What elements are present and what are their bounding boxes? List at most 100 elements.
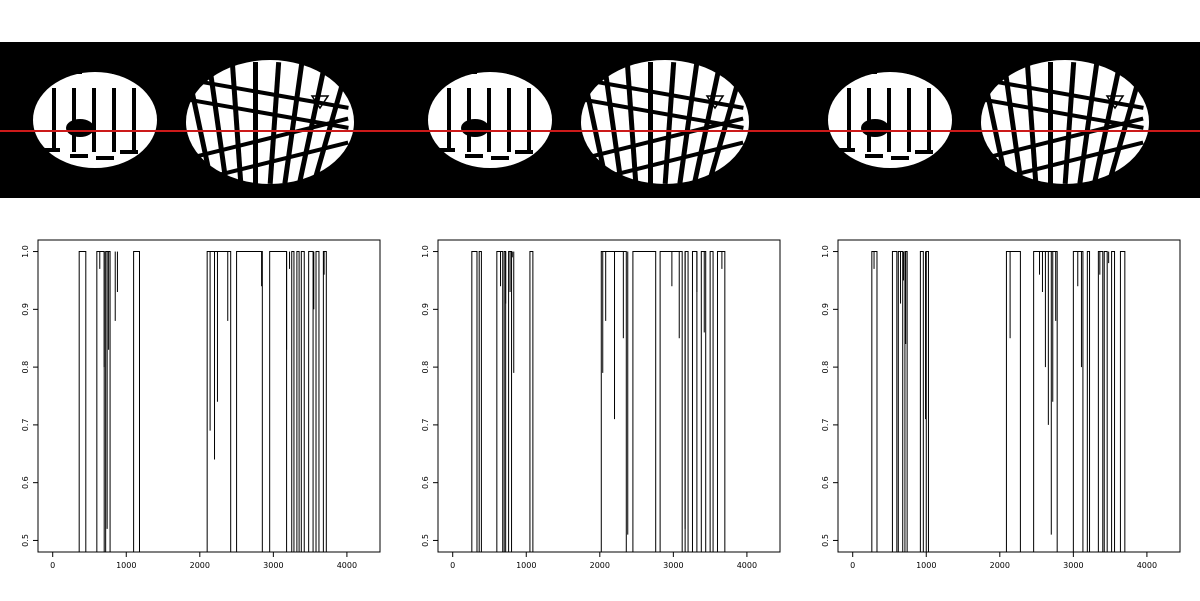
forefoot-groove — [587, 140, 744, 184]
heel-groove — [96, 156, 114, 160]
heel-groove — [70, 154, 88, 158]
heel-groove — [507, 88, 511, 152]
plot-frame — [437, 239, 781, 553]
y-tick-label: 0.5 — [421, 534, 430, 547]
footprint-scan-band — [0, 42, 1200, 198]
forefoot-groove — [282, 62, 305, 184]
shoe-print-1 — [33, 60, 354, 185]
heel-groove — [527, 88, 531, 152]
forefoot-groove — [987, 140, 1144, 184]
heel-groove — [112, 88, 116, 152]
shoe-print-2 — [428, 60, 749, 185]
heel-groove — [457, 70, 477, 74]
x-tick-label: 3000 — [263, 561, 283, 570]
heel-groove — [515, 150, 533, 154]
forefoot-groove — [624, 61, 639, 184]
y-tick-label: 0.5 — [821, 534, 830, 547]
forefoot-groove — [987, 116, 1144, 160]
forefoot-groove — [585, 98, 744, 130]
forefoot-groove — [1077, 62, 1100, 184]
forefoot-groove — [192, 140, 349, 184]
x-tick-label: 0 — [50, 561, 55, 570]
heel-groove — [857, 70, 877, 74]
y-tick-label: 0.7 — [21, 419, 30, 432]
forefoot-groove — [1048, 62, 1053, 184]
y-tick-label: 0.8 — [421, 361, 430, 374]
shoe-print-3 — [828, 60, 1149, 185]
forefoot-groove — [206, 62, 229, 184]
x-tick-label: 4000 — [337, 561, 357, 570]
x-tick-label: 0 — [850, 561, 855, 570]
x-tick-label: 3000 — [663, 561, 683, 570]
x-tick-label: 1000 — [916, 561, 936, 570]
plot-frame — [37, 239, 381, 553]
x-tick-label: 1000 — [116, 561, 136, 570]
heel-print — [428, 68, 552, 168]
y-tick-label: 0.9 — [21, 303, 30, 316]
heel-groove — [40, 76, 58, 80]
forefoot-groove — [1001, 62, 1024, 184]
heel-groove — [927, 88, 931, 152]
heel-wear-mark — [461, 119, 489, 137]
heel-groove — [435, 76, 453, 80]
heel-groove — [865, 154, 883, 158]
heel-print — [33, 68, 157, 168]
forefoot-groove — [192, 116, 349, 160]
heel-groove — [891, 156, 909, 160]
heel-groove — [531, 78, 549, 82]
y-tick-label: 0.9 — [421, 303, 430, 316]
panel-middle: 0 1000 2000 3000 4000 0.5 0.6 0.7 0.8 0.9 1.0 — [421, 239, 781, 570]
heel-groove — [931, 78, 949, 82]
forefoot-groove — [985, 98, 1144, 130]
heel-wear-mark — [861, 119, 889, 137]
heel-groove — [835, 76, 853, 80]
forefoot-print — [578, 60, 749, 185]
plot-frame — [837, 239, 1181, 553]
x-tick-label: 2000 — [590, 561, 610, 570]
heel-groove — [887, 88, 891, 152]
heel-groove — [132, 88, 136, 152]
y-tick-label: 0.7 — [821, 419, 830, 432]
y-tick-label: 1.0 — [21, 245, 30, 258]
forefoot-groove — [985, 78, 1144, 110]
heel-groove — [120, 150, 138, 154]
y-tick-label: 0.6 — [21, 476, 30, 489]
heel-groove — [92, 88, 96, 152]
y-tick-label: 0.8 — [21, 361, 30, 374]
forefoot-groove — [190, 78, 349, 110]
x-tick-label: 1000 — [516, 561, 536, 570]
heel-groove — [112, 70, 134, 74]
x-tick-label: 2000 — [190, 561, 210, 570]
heel-groove — [62, 70, 82, 74]
forefoot-groove — [267, 62, 282, 185]
heel-print — [828, 68, 952, 168]
y-tick-label: 1.0 — [421, 245, 430, 258]
panel-right: 0 1000 2000 3000 4000 0.5 0.6 0.7 0.8 0.9 1.0 — [821, 239, 1181, 570]
heel-groove — [52, 88, 56, 152]
x-tick-label: 4000 — [737, 561, 757, 570]
signal-line — [852, 251, 1180, 553]
y-tick-label: 0.6 — [421, 476, 430, 489]
forefoot-groove — [587, 116, 744, 160]
forefoot-print — [978, 60, 1149, 185]
y-tick-label: 1.0 — [821, 245, 830, 258]
triangle-logo — [1105, 95, 1125, 110]
forefoot-groove — [662, 62, 677, 185]
heel-groove — [491, 156, 509, 160]
y-tick-label: 0.6 — [821, 476, 830, 489]
x-tick-label: 2000 — [990, 561, 1010, 570]
forefoot-groove — [677, 62, 700, 184]
forefoot-groove — [1062, 62, 1077, 185]
heel-wear-mark — [66, 119, 94, 137]
x-tick-label: 0 — [450, 561, 455, 570]
y-tick-label: 0.5 — [21, 534, 30, 547]
panel-left: 0 1000 2000 3000 4000 0.5 0.6 0.7 0.8 0.9 1.0 — [21, 239, 381, 570]
forefoot-groove — [229, 61, 244, 184]
y-tick-label: 0.8 — [821, 361, 830, 374]
x-tick-label: 4000 — [1137, 561, 1157, 570]
triangle-logo — [310, 95, 330, 110]
forefoot-groove — [253, 62, 258, 184]
heel-groove — [481, 68, 503, 72]
forefoot-groove — [190, 98, 349, 130]
signal-line — [52, 251, 380, 553]
